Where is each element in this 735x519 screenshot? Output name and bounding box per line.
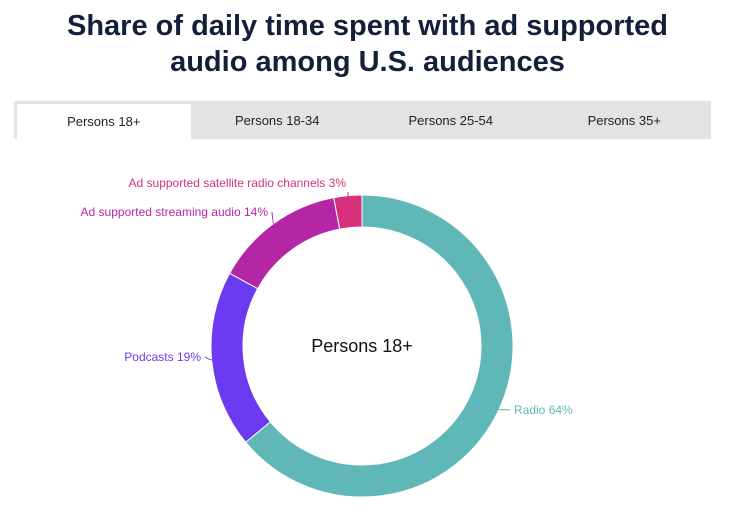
- slice-3[interactable]: [333, 194, 363, 230]
- center-label: Persons 18+: [311, 336, 413, 356]
- slice-label-3: Ad supported satellite radio channels 3%: [129, 176, 347, 190]
- slice-label-1: Podcasts 19%: [124, 350, 201, 364]
- leader-line-2: [271, 211, 275, 226]
- tab-persons-18-34[interactable]: Persons 18-34: [234, 112, 320, 128]
- chart-title: Share of daily time spent with ad suppor…: [0, 8, 735, 80]
- tab-persons-35-plus[interactable]: Persons 35+: [587, 112, 661, 128]
- tab-persons-18-plus[interactable]: Persons 18+: [17, 104, 191, 139]
- audience-tabs: Persons 18+ Persons 18-34 Persons 25-54 …: [14, 101, 711, 139]
- title-line-1: Share of daily time spent with ad suppor…: [66, 10, 669, 42]
- leader-line-0: [496, 408, 511, 411]
- leader-line-1: [204, 356, 214, 361]
- slice-label-0: Radio 64%: [514, 403, 573, 417]
- slice-0[interactable]: [244, 194, 514, 498]
- slice-label-2: Ad supported streaming audio 14%: [81, 205, 269, 219]
- title-line-2: audio among U.S. audiences: [170, 46, 565, 78]
- slice-1[interactable]: [210, 272, 272, 443]
- tab-persons-25-54[interactable]: Persons 25-54: [408, 112, 494, 128]
